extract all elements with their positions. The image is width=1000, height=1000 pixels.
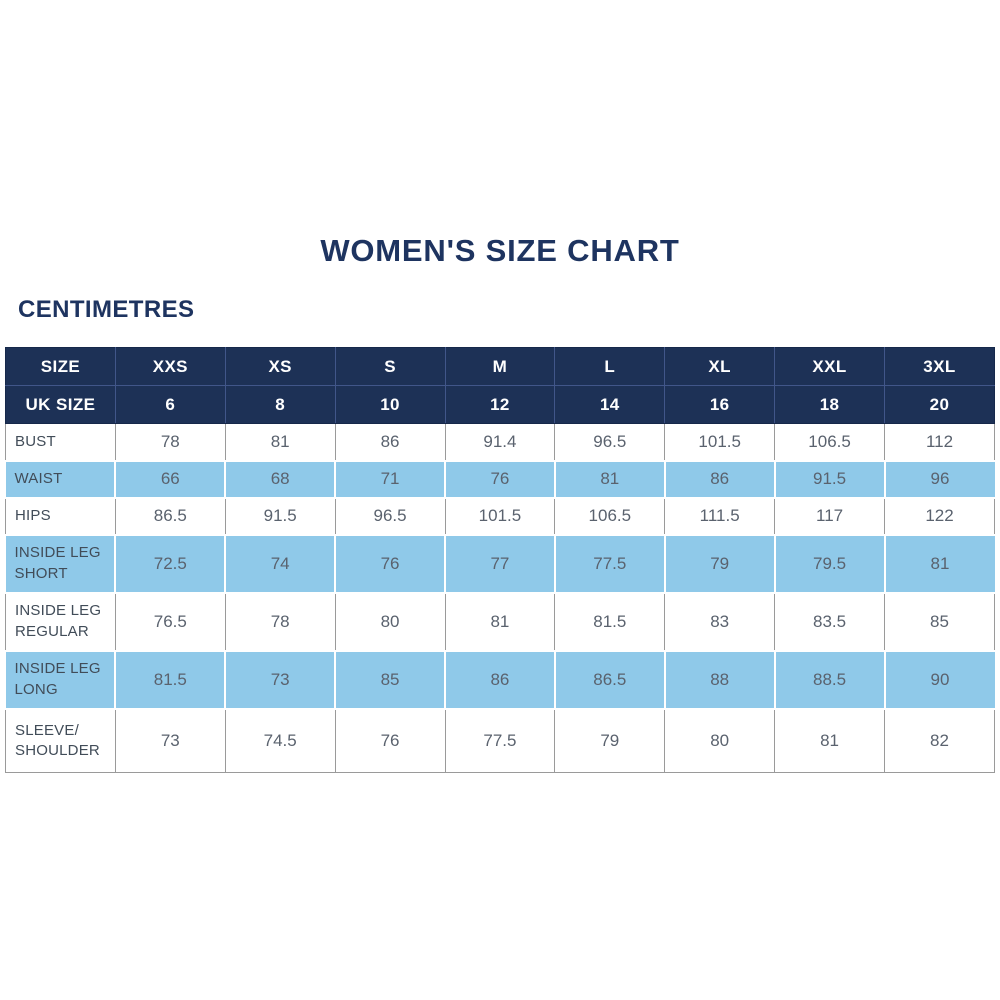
measurement-value-cell: 81 xyxy=(883,533,995,594)
measurement-value-cell: 101.5 xyxy=(664,423,776,461)
measurement-value-cell: 86 xyxy=(334,423,446,461)
measurement-value-cell: 88.5 xyxy=(773,649,885,710)
measurement-value-cell: 73 xyxy=(224,649,336,710)
row-label-cell: HIPS xyxy=(5,497,116,535)
header-size-cell: 18 xyxy=(774,385,885,424)
measurement-value-cell: 91.5 xyxy=(773,459,885,499)
measurement-row: SLEEVE/ SHOULDER 73 74.5 76 77.5 79 80 81 82 xyxy=(5,708,995,773)
measurement-value-cell: 122 xyxy=(884,497,995,535)
size-table-body: BUST 78 81 86 91.4 96.5 101.5 106.5 112 WAIST 66 68… xyxy=(5,423,995,773)
measurement-value-cell: 72.5 xyxy=(114,533,226,594)
measurement-value-cell: 76.5 xyxy=(114,592,226,651)
header-size-cell: M xyxy=(444,347,556,386)
measurement-value-cell: 85 xyxy=(334,649,445,710)
measurement-value-cell: 86 xyxy=(444,649,555,710)
measurement-value-cell: 68 xyxy=(224,459,336,499)
header-size-cell: 8 xyxy=(224,385,336,424)
measurement-value-cell: 80 xyxy=(334,592,446,651)
measurement-value-cell: 78 xyxy=(224,592,336,651)
row-label-cell: BUST xyxy=(5,423,116,461)
measurement-value-cell: 79 xyxy=(663,533,775,594)
measurement-value-cell: 71 xyxy=(334,459,445,499)
header-size-cell: XS xyxy=(224,347,336,386)
measurement-value-cell: 79.5 xyxy=(773,533,885,594)
measurement-value-cell: 66 xyxy=(114,459,226,499)
header-size-cell: 6 xyxy=(114,385,226,424)
measurement-value-cell: 112 xyxy=(884,423,995,461)
measurement-value-cell: 91.4 xyxy=(444,423,556,461)
measurement-row: INSIDE LEG SHORT 72.5 74 76 77 77.5 79 79.5 81 xyxy=(5,533,995,594)
header-size-cell: XXS xyxy=(114,347,226,386)
measurement-value-cell: 90 xyxy=(883,649,995,710)
header-size-cell: 16 xyxy=(664,385,776,424)
measurement-value-cell: 106.5 xyxy=(554,497,666,535)
measurement-row: HIPS 86.5 91.5 96.5 101.5 106.5 111.5 117 122 xyxy=(5,497,995,535)
row-label-cell: INSIDE LEG REGULAR xyxy=(5,592,116,651)
measurement-value-cell: 81.5 xyxy=(554,592,666,651)
header-size-cell: XL xyxy=(664,347,776,386)
measurement-value-cell: 83.5 xyxy=(774,592,885,651)
page-title: WOMEN'S SIZE CHART xyxy=(320,233,680,268)
header-size-cell: L xyxy=(554,347,666,386)
measurement-value-cell: 81.5 xyxy=(114,649,226,710)
measurement-value-cell: 111.5 xyxy=(664,497,776,535)
measurement-value-cell: 96.5 xyxy=(334,497,446,535)
header-label-cell: UK SIZE xyxy=(5,385,116,424)
measurement-value-cell: 81 xyxy=(774,708,885,773)
size-table: SIZE XXS XS S M L XL XXL 3XL UK SIZE 6 8 10 12 14 16 18 2… xyxy=(5,347,995,773)
measurement-value-cell: 86.5 xyxy=(553,649,665,710)
measurement-value-cell: 74.5 xyxy=(224,708,336,773)
measurement-value-cell: 117 xyxy=(774,497,885,535)
measurement-row: INSIDE LEG REGULAR 76.5 78 80 81 81.5 83 83.5 85 xyxy=(5,592,995,651)
size-table-header: SIZE XXS XS S M L XL XXL 3XL UK SIZE 6 8 10 12 14 16 18 2… xyxy=(5,347,995,424)
measurement-value-cell: 79 xyxy=(554,708,666,773)
measurement-row: INSIDE LEG LONG 81.5 73 85 86 86.5 88 88.5 90 xyxy=(5,649,995,710)
header-row: UK SIZE 6 8 10 12 14 16 18 20 xyxy=(5,385,995,424)
row-label-cell: INSIDE LEG LONG xyxy=(5,649,116,710)
header-size-cell: S xyxy=(334,347,446,386)
measurement-row: WAIST 66 68 71 76 81 86 91.5 96 xyxy=(5,459,995,499)
measurement-value-cell: 77.5 xyxy=(553,533,665,594)
measurement-value-cell: 86.5 xyxy=(114,497,226,535)
header-size-cell: 20 xyxy=(884,385,995,424)
measurement-value-cell: 106.5 xyxy=(774,423,885,461)
header-size-cell: XXL xyxy=(774,347,885,386)
measurement-value-cell: 73 xyxy=(114,708,226,773)
row-label-cell: WAIST xyxy=(5,459,116,499)
measurement-value-cell: 101.5 xyxy=(444,497,556,535)
units-label: CENTIMETRES xyxy=(18,296,195,323)
header-label-cell: SIZE xyxy=(5,347,116,386)
measurement-row: BUST 78 81 86 91.4 96.5 101.5 106.5 112 xyxy=(5,423,995,461)
measurement-value-cell: 76 xyxy=(444,459,555,499)
measurement-value-cell: 86 xyxy=(663,459,775,499)
measurement-value-cell: 76 xyxy=(334,708,446,773)
header-size-cell: 14 xyxy=(554,385,666,424)
header-size-cell: 10 xyxy=(334,385,446,424)
measurement-value-cell: 83 xyxy=(664,592,776,651)
measurement-value-cell: 82 xyxy=(884,708,995,773)
measurement-value-cell: 81 xyxy=(444,592,556,651)
row-label-cell: INSIDE LEG SHORT xyxy=(5,533,116,594)
measurement-value-cell: 91.5 xyxy=(224,497,336,535)
measurement-value-cell: 85 xyxy=(884,592,995,651)
measurement-value-cell: 96.5 xyxy=(554,423,666,461)
row-label-cell: SLEEVE/ SHOULDER xyxy=(5,708,116,773)
measurement-value-cell: 77.5 xyxy=(444,708,556,773)
measurement-value-cell: 80 xyxy=(664,708,776,773)
measurement-value-cell: 81 xyxy=(553,459,665,499)
measurement-value-cell: 77 xyxy=(444,533,555,594)
measurement-value-cell: 74 xyxy=(224,533,336,594)
header-size-cell: 12 xyxy=(444,385,556,424)
measurement-value-cell: 88 xyxy=(663,649,775,710)
header-row: SIZE XXS XS S M L XL XXL 3XL xyxy=(5,347,995,386)
measurement-value-cell: 78 xyxy=(114,423,226,461)
measurement-value-cell: 76 xyxy=(334,533,445,594)
header-size-cell: 3XL xyxy=(884,347,995,386)
measurement-value-cell: 96 xyxy=(883,459,995,499)
measurement-value-cell: 81 xyxy=(224,423,336,461)
